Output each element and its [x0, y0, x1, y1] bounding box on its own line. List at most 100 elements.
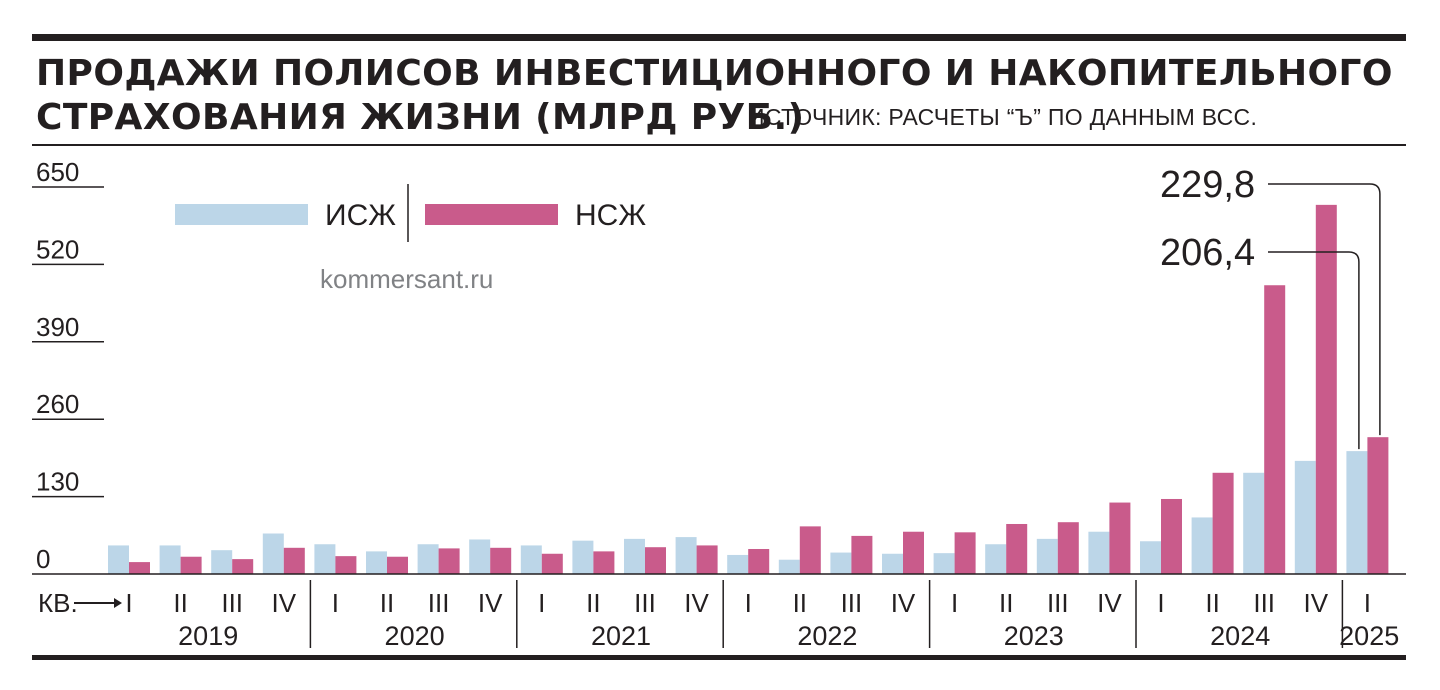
annotations: 229,8 206,4 [1160, 164, 1381, 450]
bar-nsz [1057, 522, 1079, 574]
quarter-label: I [332, 588, 339, 618]
quarter-label: II [793, 588, 807, 618]
annotation-leader [1268, 251, 1360, 450]
annotation-value: 206,4 [1160, 232, 1255, 274]
quarter-label: IV [1097, 588, 1122, 618]
year-label: 2019 [178, 621, 238, 651]
y-tick-label: 130 [36, 467, 79, 497]
source-note: ИСТОЧНИК: РАСЧЕТЫ “Ъ” ПО ДАННЫМ ВСС. [748, 104, 1258, 130]
quarter-label: IV [1304, 588, 1329, 618]
bar-isz [262, 533, 284, 574]
quarter-label: II [380, 588, 394, 618]
bars [108, 204, 1389, 574]
quarter-label: II [586, 588, 600, 618]
chart-title: ПРОДАЖИ ПОЛИСОВ ИНВЕСТИЦИОННОГО И НАКОПИ… [36, 52, 1393, 140]
quarter-label: III [1047, 588, 1069, 618]
bar-isz [1036, 538, 1058, 574]
bar-isz [1191, 517, 1213, 574]
bar-isz [727, 554, 749, 574]
bar-nsz [438, 548, 460, 574]
legend-label-nsz: НСЖ [575, 199, 646, 232]
bar-isz [830, 552, 852, 574]
bar-nsz [851, 535, 873, 574]
year-label: 2022 [797, 621, 857, 651]
quarter-label: III [1253, 588, 1275, 618]
bar-nsz [541, 553, 563, 574]
y-tick-label: 520 [36, 234, 79, 264]
quarter-prefix: КВ. [38, 588, 78, 618]
bar-isz [520, 545, 542, 574]
quarter-label: I [1157, 588, 1164, 618]
year-label: 2025 [1339, 621, 1399, 651]
quarter-label: III [221, 588, 243, 618]
bar-nsz [799, 526, 821, 574]
bar-nsz [1006, 523, 1028, 574]
bar-isz [1088, 531, 1110, 574]
bar-isz [1346, 451, 1368, 574]
quarter-label: I [951, 588, 958, 618]
year-label: 2023 [1004, 621, 1064, 651]
y-tick-label: 260 [36, 389, 79, 419]
quarter-label: III [841, 588, 863, 618]
bar-nsz [593, 551, 615, 574]
annotation-value: 229,8 [1160, 164, 1255, 206]
bar-nsz [954, 532, 976, 574]
header-rule [32, 144, 1406, 146]
bar-isz [159, 545, 181, 574]
bar-isz [572, 540, 594, 574]
bar-isz [366, 551, 387, 574]
bar-nsz [645, 547, 666, 574]
bar-nsz [232, 559, 254, 574]
bar-isz [624, 538, 645, 574]
quarter-label: I [745, 588, 752, 618]
y-tick-label: 650 [36, 157, 79, 187]
top-rule [32, 34, 1406, 41]
legend-swatch-nsz [425, 204, 558, 225]
quarter-label: IV [684, 588, 709, 618]
bar-nsz [1161, 498, 1182, 574]
bar-nsz [903, 531, 924, 574]
y-axis: 0 130 260 390 520 650 [32, 157, 104, 575]
quarter-label: I [538, 588, 545, 618]
bar-nsz [696, 545, 718, 574]
bar-isz [469, 539, 491, 574]
bar-nsz [129, 562, 150, 574]
year-label: 2024 [1210, 621, 1270, 651]
legend: ИСЖ НСЖ [175, 184, 646, 242]
bar-nsz [387, 556, 408, 574]
year-label: 2020 [385, 621, 445, 651]
bar-isz [1243, 472, 1265, 574]
bar-isz [314, 544, 336, 574]
quarter-label: II [173, 588, 187, 618]
bar-isz [778, 559, 800, 574]
bar-isz [211, 550, 233, 574]
annotation-leader [1268, 183, 1381, 436]
chart-title-line-1: ПРОДАЖИ ПОЛИСОВ ИНВЕСТИЦИОННОГО И НАКОПИ… [36, 53, 1393, 94]
bar-nsz [1212, 472, 1234, 574]
bar-isz [675, 537, 697, 574]
bar-nsz [748, 548, 770, 574]
bar-isz [108, 545, 129, 574]
bar-isz [1294, 460, 1316, 574]
bar-nsz [1367, 437, 1389, 574]
bar-nsz [1315, 204, 1337, 574]
bar-nsz [1109, 502, 1131, 574]
quarter-arrow-head [114, 598, 122, 608]
quarter-label: IV [891, 588, 916, 618]
bar-nsz [180, 556, 202, 574]
year-label: 2021 [591, 621, 651, 651]
quarter-label: II [1205, 588, 1219, 618]
quarter-label: I [1364, 588, 1371, 618]
bar-isz [933, 553, 955, 574]
quarter-label: IV [272, 588, 297, 618]
watermark: kommersant.ru [320, 264, 493, 294]
chart-title-line-2: СТРАХОВАНИЯ ЖИЗНИ (МЛРД РУБ.) [36, 97, 805, 138]
quarter-label: III [634, 588, 656, 618]
y-tick-label: 0 [36, 544, 50, 574]
bar-nsz [490, 547, 512, 574]
bar-nsz [1264, 285, 1286, 574]
bar-nsz [283, 547, 305, 574]
y-tick-label: 390 [36, 312, 79, 342]
